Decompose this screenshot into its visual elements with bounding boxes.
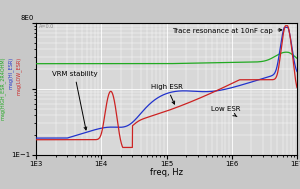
Text: A=0.0: A=0.0 <box>39 24 54 29</box>
Text: VRM stability: VRM stability <box>52 71 97 130</box>
Text: Low ESR: Low ESR <box>211 106 240 117</box>
Text: 8E0: 8E0 <box>20 15 33 21</box>
Text: mag(HIGH_ESR_2R4OHM): mag(HIGH_ESR_2R4OHM) <box>0 57 6 120</box>
Text: High ESR: High ESR <box>151 84 183 104</box>
Text: mag(HI_ESR): mag(HI_ESR) <box>8 57 13 89</box>
X-axis label: freq, Hz: freq, Hz <box>150 168 183 177</box>
Text: mag(LOW_ESR): mag(LOW_ESR) <box>16 57 21 95</box>
Text: Trace resonance at 10nF cap: Trace resonance at 10nF cap <box>172 28 282 34</box>
